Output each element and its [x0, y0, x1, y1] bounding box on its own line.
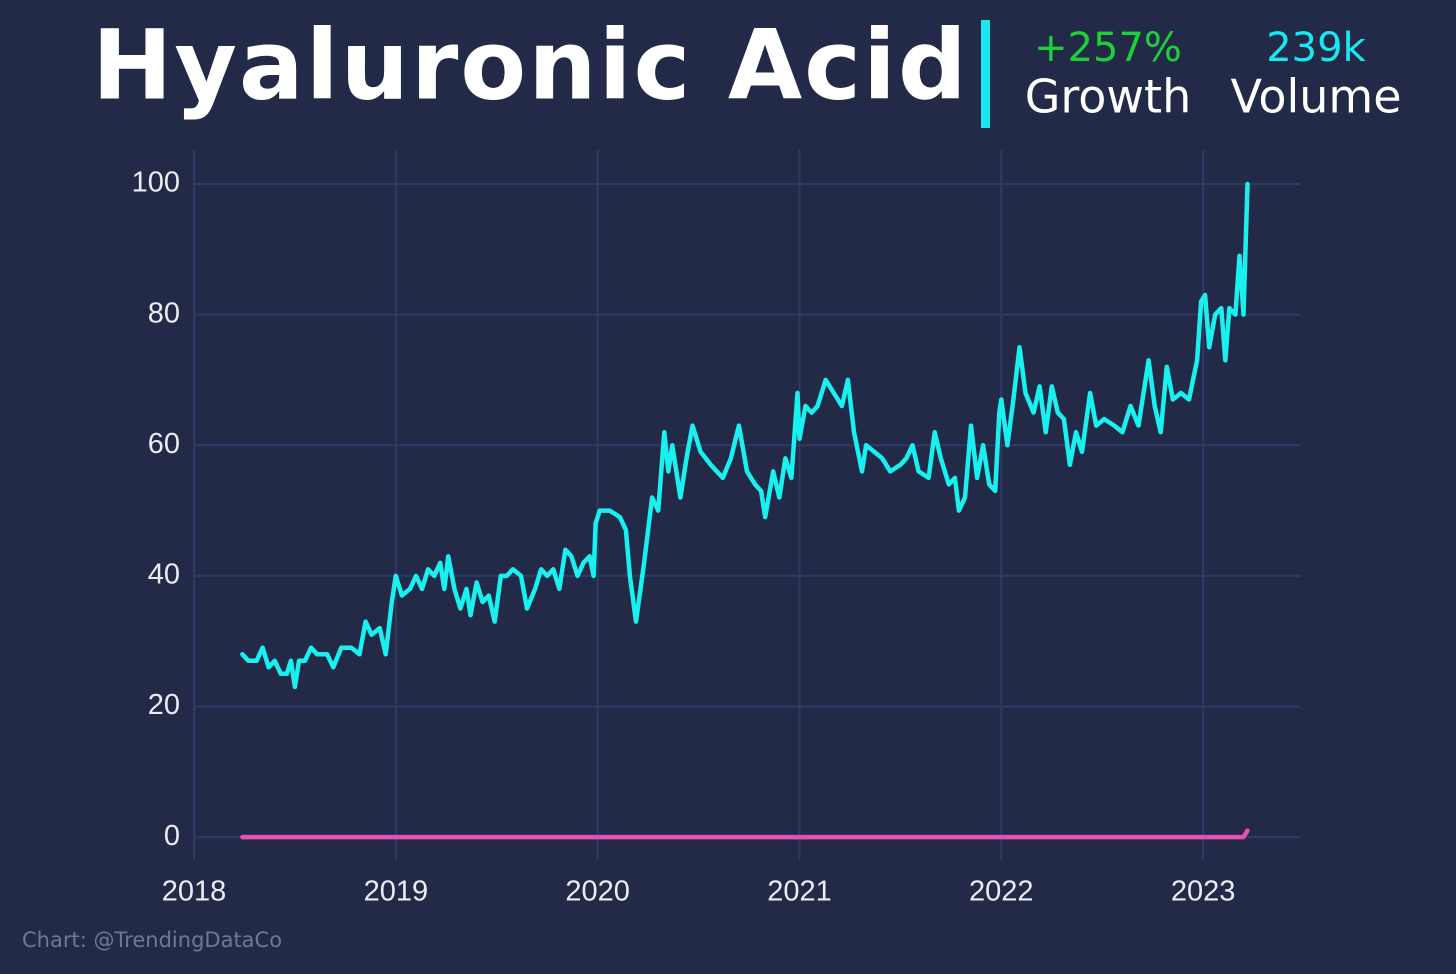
y-tick-label: 60	[148, 428, 180, 460]
chart-title: Hyaluronic Acid	[92, 9, 969, 121]
line	[240, 828, 1250, 840]
x-tick-label: 2022	[969, 876, 1034, 908]
grid	[193, 150, 1300, 860]
y-tick-label: 80	[148, 297, 180, 329]
x-tick-label: 2023	[1171, 876, 1236, 908]
line	[240, 181, 1250, 690]
stat-value: +257%	[1034, 25, 1182, 71]
y-tick-label: 100	[132, 167, 180, 199]
source: Chart: @TrendingDataCo	[22, 928, 282, 952]
y-tick-label: 40	[148, 559, 180, 591]
y-tick-label: 0	[164, 820, 180, 852]
y-tick-label: 20	[148, 689, 180, 721]
x-tick-label: 2018	[162, 876, 227, 908]
x-tick-label: 2020	[565, 876, 630, 908]
accent-bar	[981, 20, 990, 128]
x-tick-label: 2021	[767, 876, 832, 908]
stat-label: Growth	[1025, 70, 1192, 124]
x-tick-label: 2019	[364, 876, 429, 908]
stat-value: 239k	[1266, 25, 1366, 71]
stat-label: Volume	[1230, 70, 1401, 124]
